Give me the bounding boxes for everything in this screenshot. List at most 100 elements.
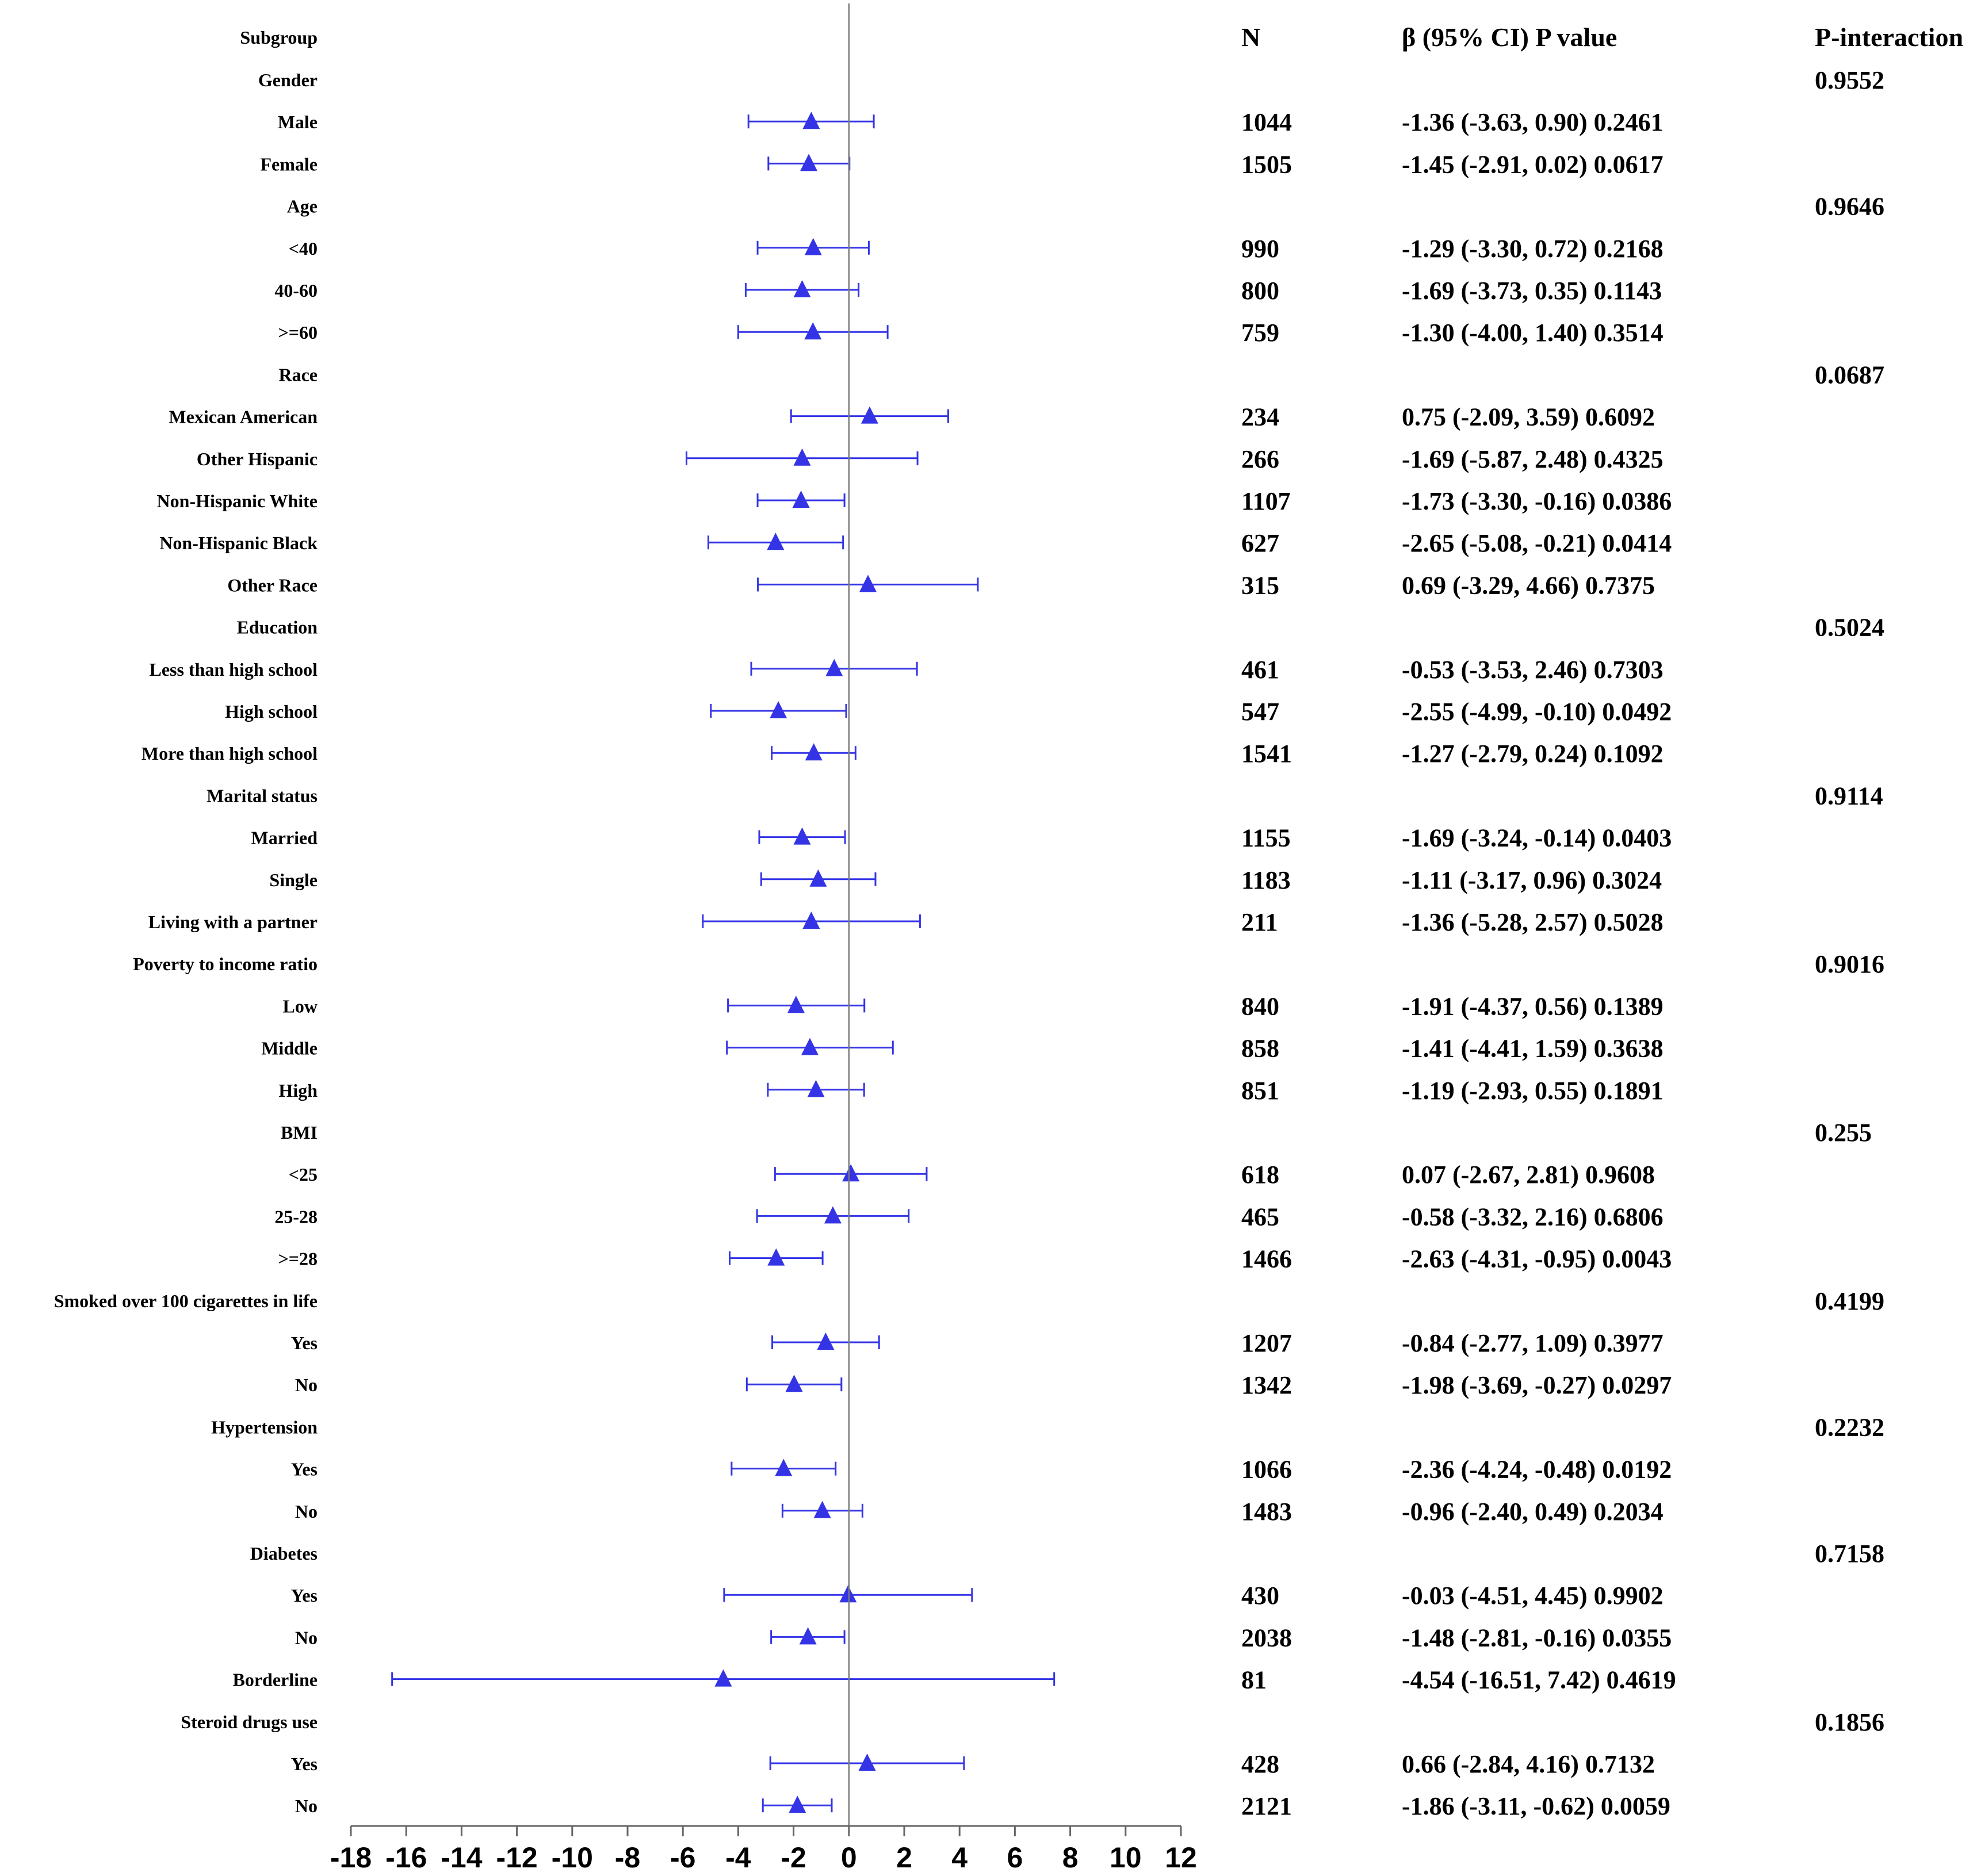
point-estimate-triangle <box>714 1669 732 1687</box>
row-estimate: -1.98 (-3.69, -0.27) 0.0297 <box>1402 1371 1672 1399</box>
row-n: 1541 <box>1241 740 1292 768</box>
row-label: >=60 <box>278 322 318 343</box>
row-label: Race <box>278 364 318 385</box>
row-n: 1066 <box>1241 1456 1292 1484</box>
point-estimate-triangle <box>858 1754 876 1771</box>
row-label: Less than high school <box>149 659 318 680</box>
point-estimate-triangle <box>800 154 818 171</box>
row-estimate: -1.48 (-2.81, -0.16) 0.0355 <box>1402 1624 1672 1652</box>
row-label: Education <box>237 617 318 638</box>
row-label: Non-Hispanic Black <box>159 533 318 553</box>
row-n: 266 <box>1241 445 1279 473</box>
row-estimate: -0.84 (-2.77, 1.09) 0.3977 <box>1402 1329 1664 1357</box>
header-p-interaction: P-interaction <box>1815 22 1963 52</box>
row-estimate: -0.58 (-3.32, 2.16) 0.6806 <box>1402 1203 1664 1231</box>
row-estimate: -2.65 (-5.08, -0.21) 0.0414 <box>1402 529 1672 557</box>
point-estimate-triangle <box>807 1079 825 1097</box>
row-label: Female <box>261 154 318 174</box>
point-estimate-triangle <box>824 1206 842 1224</box>
point-estimate-triangle <box>842 1164 860 1182</box>
row-estimate: -4.54 (-16.51, 7.42) 0.4619 <box>1402 1666 1676 1694</box>
row-label: Male <box>278 112 318 132</box>
row-label: Middle <box>261 1038 318 1059</box>
header-n: N <box>1241 22 1260 52</box>
x-tick-label: 10 <box>1110 1841 1142 1874</box>
x-tick-label: -6 <box>670 1841 695 1874</box>
row-estimate: 0.66 (-2.84, 4.16) 0.7132 <box>1402 1750 1655 1778</box>
row-label: No <box>295 1375 318 1395</box>
x-tick-label: 8 <box>1062 1841 1079 1874</box>
row-label: 25-28 <box>274 1206 318 1227</box>
p-interaction-value: 0.9646 <box>1815 193 1884 221</box>
row-n: 428 <box>1241 1750 1279 1778</box>
point-estimate-triangle <box>785 1375 803 1392</box>
row-estimate: -2.36 (-4.24, -0.48) 0.0192 <box>1402 1456 1672 1484</box>
point-estimate-triangle <box>804 322 822 340</box>
row-label: Single <box>269 870 318 890</box>
x-tick-label: -14 <box>441 1841 482 1874</box>
row-estimate: -1.73 (-3.30, -0.16) 0.0386 <box>1402 487 1672 515</box>
row-label: Yes <box>291 1585 318 1606</box>
row-label: Yes <box>291 1333 318 1353</box>
row-n: 1483 <box>1241 1498 1292 1526</box>
row-n: 2038 <box>1241 1624 1292 1652</box>
point-estimate-triangle <box>793 280 811 297</box>
p-interaction-value: 0.0687 <box>1815 361 1884 389</box>
row-label: No <box>295 1795 318 1816</box>
row-estimate: -1.45 (-2.91, 0.02) 0.0617 <box>1402 150 1664 178</box>
point-estimate-triangle <box>801 1037 819 1055</box>
row-estimate: 0.07 (-2.67, 2.81) 0.9608 <box>1402 1161 1655 1189</box>
x-tick-label: -10 <box>552 1841 593 1874</box>
row-n: 1466 <box>1241 1245 1292 1273</box>
row-n: 1107 <box>1241 487 1291 515</box>
point-estimate-triangle <box>859 575 877 592</box>
row-label: Borderline <box>232 1670 318 1690</box>
p-interaction-value: 0.7158 <box>1815 1540 1884 1568</box>
x-tick-label: -2 <box>781 1841 806 1874</box>
row-n: 211 <box>1241 908 1278 936</box>
row-n: 990 <box>1241 235 1279 263</box>
header-estimate: β (95% CI) P value <box>1402 22 1617 52</box>
row-estimate: -1.69 (-5.87, 2.48) 0.4325 <box>1402 445 1664 473</box>
row-label: Mexican American <box>169 407 318 427</box>
point-estimate-triangle <box>861 406 878 424</box>
x-tick-label: 12 <box>1165 1841 1197 1874</box>
row-label: Low <box>283 996 318 1016</box>
point-estimate-triangle <box>793 827 811 845</box>
point-estimate-triangle <box>799 1627 817 1645</box>
p-interaction-value: 0.4199 <box>1815 1287 1884 1315</box>
row-label: Gender <box>258 70 318 90</box>
row-label: Other Race <box>227 575 318 595</box>
row-n: 800 <box>1241 277 1279 305</box>
x-tick-label: -18 <box>330 1841 372 1874</box>
row-n: 2121 <box>1241 1792 1292 1820</box>
row-label: BMI <box>281 1122 318 1143</box>
row-n: 851 <box>1241 1077 1279 1105</box>
row-estimate: -1.36 (-5.28, 2.57) 0.5028 <box>1402 908 1664 936</box>
row-estimate: -0.53 (-3.53, 2.46) 0.7303 <box>1402 656 1664 684</box>
row-estimate: 0.69 (-3.29, 4.66) 0.7375 <box>1402 571 1655 599</box>
p-interaction-value: 0.9114 <box>1815 782 1883 810</box>
p-interaction-value: 0.9016 <box>1815 950 1884 978</box>
row-label: >=28 <box>278 1249 318 1269</box>
row-n: 840 <box>1241 992 1279 1020</box>
point-estimate-triangle <box>789 1795 806 1813</box>
row-label: Steroid drugs use <box>181 1712 318 1732</box>
forest-rows: Gender 0.9552 Male 1044 -1.36 (-3.63, 0.90) … <box>54 66 1884 1820</box>
header-subgroup: Subgroup <box>240 27 318 48</box>
point-estimate-triangle <box>825 658 843 676</box>
x-tick-label: -4 <box>725 1841 751 1874</box>
row-label: High <box>278 1080 318 1101</box>
point-estimate-triangle <box>805 743 823 761</box>
row-n: 81 <box>1241 1666 1267 1694</box>
p-interaction-value: 0.5024 <box>1815 614 1884 642</box>
point-estimate-triangle <box>813 1500 831 1518</box>
p-interaction-value: 0.255 <box>1815 1119 1872 1147</box>
row-n: 759 <box>1241 319 1279 347</box>
row-label: Married <box>251 828 318 848</box>
point-estimate-triangle <box>839 1585 857 1603</box>
row-label: Poverty to income ratio <box>133 954 318 974</box>
row-estimate: -1.69 (-3.73, 0.35) 0.1143 <box>1402 277 1662 305</box>
row-label: More than high school <box>142 743 318 764</box>
